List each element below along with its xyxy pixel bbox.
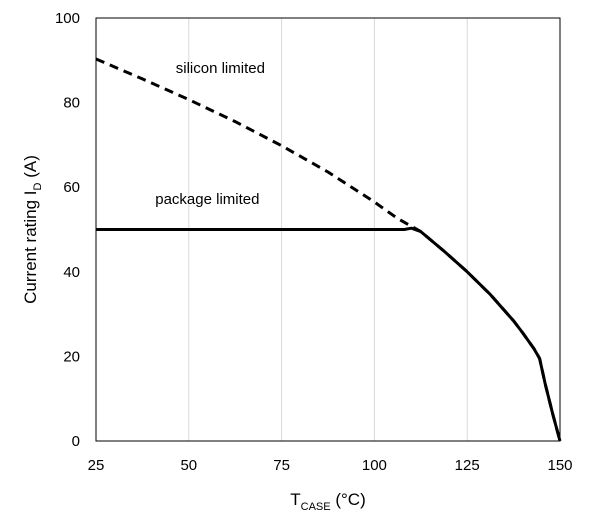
x-tick-label: 150 — [547, 457, 572, 474]
x-tick-label: 125 — [455, 457, 480, 474]
silicon-limited-line — [95, 57, 562, 442]
y-tick-label: 0 — [72, 433, 80, 450]
y-tick-label: 80 — [63, 95, 80, 112]
y-tick-label: 20 — [63, 348, 80, 365]
x-tick-label: 50 — [180, 457, 197, 474]
y-tick-label: 40 — [63, 264, 80, 281]
y-tick-label: 100 — [55, 10, 80, 27]
x-tick-label: 75 — [273, 457, 290, 474]
series-lines — [95, 57, 562, 442]
package-limited-line — [96, 226, 562, 442]
plot-frame — [95, 17, 561, 442]
x-axis-title: TCASE (°C) — [290, 490, 365, 513]
annotation-label: silicon limited — [176, 60, 265, 77]
y-axis-title: Current rating ID (A) — [21, 155, 44, 304]
y-tick-label: 60 — [63, 179, 80, 196]
x-tick-label: 25 — [88, 457, 105, 474]
tick-labels: 25 50 75 100 125 150 0 20 40 60 80 100 — [55, 10, 573, 474]
annotation-label: package limited — [155, 191, 259, 208]
annotations: silicon limited package limited — [155, 60, 265, 208]
x-tick-label: 100 — [362, 457, 387, 474]
